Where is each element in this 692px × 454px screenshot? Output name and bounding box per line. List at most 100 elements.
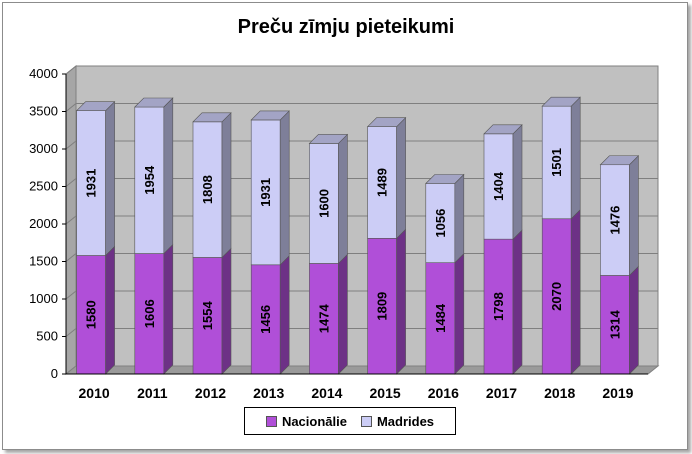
legend-label-nacionalie: Nacionālie <box>281 413 347 429</box>
bar-side <box>396 116 406 240</box>
bar-side <box>454 173 465 264</box>
bar-side <box>570 96 581 220</box>
bar-top <box>75 101 116 111</box>
bar-front <box>600 275 630 375</box>
bar-front <box>367 126 397 239</box>
x-tick-label: 2018 <box>544 385 575 401</box>
data-label: 1314 <box>607 309 622 339</box>
bar-top <box>483 124 523 135</box>
x-tick-label: 2016 <box>428 385 459 401</box>
bar-side <box>570 209 581 375</box>
bar-top <box>308 134 349 144</box>
data-label: 1809 <box>375 292 390 321</box>
data-label: 1931 <box>258 178 273 207</box>
legend-swatch-nacionalie <box>265 415 277 427</box>
bar-side <box>163 243 174 375</box>
legend-label-madrides: Madrides <box>376 413 435 429</box>
bar-segment: 1931 <box>250 110 290 266</box>
legend-item-nacionalie: Nacionālie <box>265 413 347 429</box>
bar-side <box>279 110 290 266</box>
legend: Nacionālie Madrides <box>244 407 456 435</box>
data-label: 1554 <box>200 300 215 330</box>
bar-front <box>425 262 456 375</box>
data-label: 1600 <box>316 189 331 218</box>
bar-side <box>105 100 115 257</box>
data-label: 1501 <box>549 148 564 177</box>
bar-front <box>309 263 339 375</box>
bar-segment: 1456 <box>250 255 290 375</box>
y-tick-label: 0 <box>51 366 58 381</box>
bar-top <box>599 155 640 166</box>
data-label: 1798 <box>491 292 506 321</box>
y-tick-label: 1000 <box>29 291 58 306</box>
chart-title: Preču zīmju pieteikumi <box>237 16 455 38</box>
gridline <box>65 103 658 112</box>
bar-side <box>512 124 523 240</box>
bar-segment: 1809 <box>367 228 406 375</box>
bar-segment: 1314 <box>600 265 639 375</box>
bar-segment: 1931 <box>75 100 116 257</box>
y-tick-label: 3500 <box>29 104 58 119</box>
x-tick-label: 2013 <box>253 385 284 401</box>
bar-side <box>338 253 348 375</box>
data-label: 1474 <box>316 303 331 333</box>
legend-item-madrides: Madrides <box>360 413 435 429</box>
bar-front <box>367 238 397 375</box>
bar-front <box>309 143 339 264</box>
data-label: 1404 <box>491 171 506 201</box>
bar-top <box>366 117 407 127</box>
y-tick-label: 500 <box>36 329 58 344</box>
y-tick-label: 4000 <box>29 66 58 81</box>
x-tick-label: 2017 <box>486 385 517 401</box>
bar-top <box>192 112 232 123</box>
bar-segment: 1056 <box>425 173 465 264</box>
data-label: 1954 <box>142 165 157 195</box>
data-label: 1484 <box>433 303 448 333</box>
bar-segment: 1484 <box>425 252 465 375</box>
data-label: 1931 <box>84 169 99 198</box>
bars: 1580 1931 1606 1954 1554 1808 1456 1931 1474 1600… <box>75 96 640 375</box>
bar-top <box>250 110 290 121</box>
bar-segment: 1476 <box>599 155 640 277</box>
bar-side <box>629 155 639 277</box>
bar-segment: 2070 <box>541 209 581 375</box>
bar-side <box>338 133 348 265</box>
bar-side <box>221 112 232 259</box>
bar-segment: 1600 <box>308 133 349 265</box>
x-tick-label: 2010 <box>79 385 110 401</box>
bar-top <box>134 97 174 108</box>
bar-top <box>541 96 581 107</box>
x-tick-label: 2011 <box>137 385 168 401</box>
gridline <box>65 140 658 150</box>
bar-segment: 1798 <box>483 229 523 375</box>
bar-side <box>512 229 523 375</box>
data-label: 1056 <box>433 209 448 238</box>
y-tick-label: 2500 <box>29 179 58 194</box>
bar-segment: 1489 <box>366 116 407 240</box>
bar-segment: 1554 <box>192 247 232 375</box>
y-tick-label: 2000 <box>29 216 58 231</box>
bar-side <box>163 97 174 255</box>
x-tick-label: 2015 <box>370 385 401 401</box>
gridline <box>65 65 658 75</box>
bar-front <box>483 133 514 240</box>
bar-front <box>192 257 223 375</box>
x-tick-label: 2012 <box>195 385 226 401</box>
bar-segment: 1404 <box>483 124 523 240</box>
bar-front <box>76 110 106 256</box>
y-tick-label: 3000 <box>29 141 58 156</box>
bar-top <box>425 174 465 184</box>
y-tick-label: 1500 <box>29 254 58 269</box>
legend-swatch-madrides <box>360 415 372 427</box>
bar-segment: 1954 <box>134 97 174 255</box>
data-label: 1476 <box>607 206 622 235</box>
data-label: 1808 <box>200 175 215 204</box>
bar-segment: 1808 <box>192 112 232 259</box>
bar-side <box>221 247 232 375</box>
data-label: 1489 <box>375 168 390 197</box>
bar-segment: 1606 <box>134 243 174 375</box>
data-label: 1606 <box>142 299 157 328</box>
data-label: 1456 <box>258 305 273 334</box>
bar-front <box>541 105 572 220</box>
